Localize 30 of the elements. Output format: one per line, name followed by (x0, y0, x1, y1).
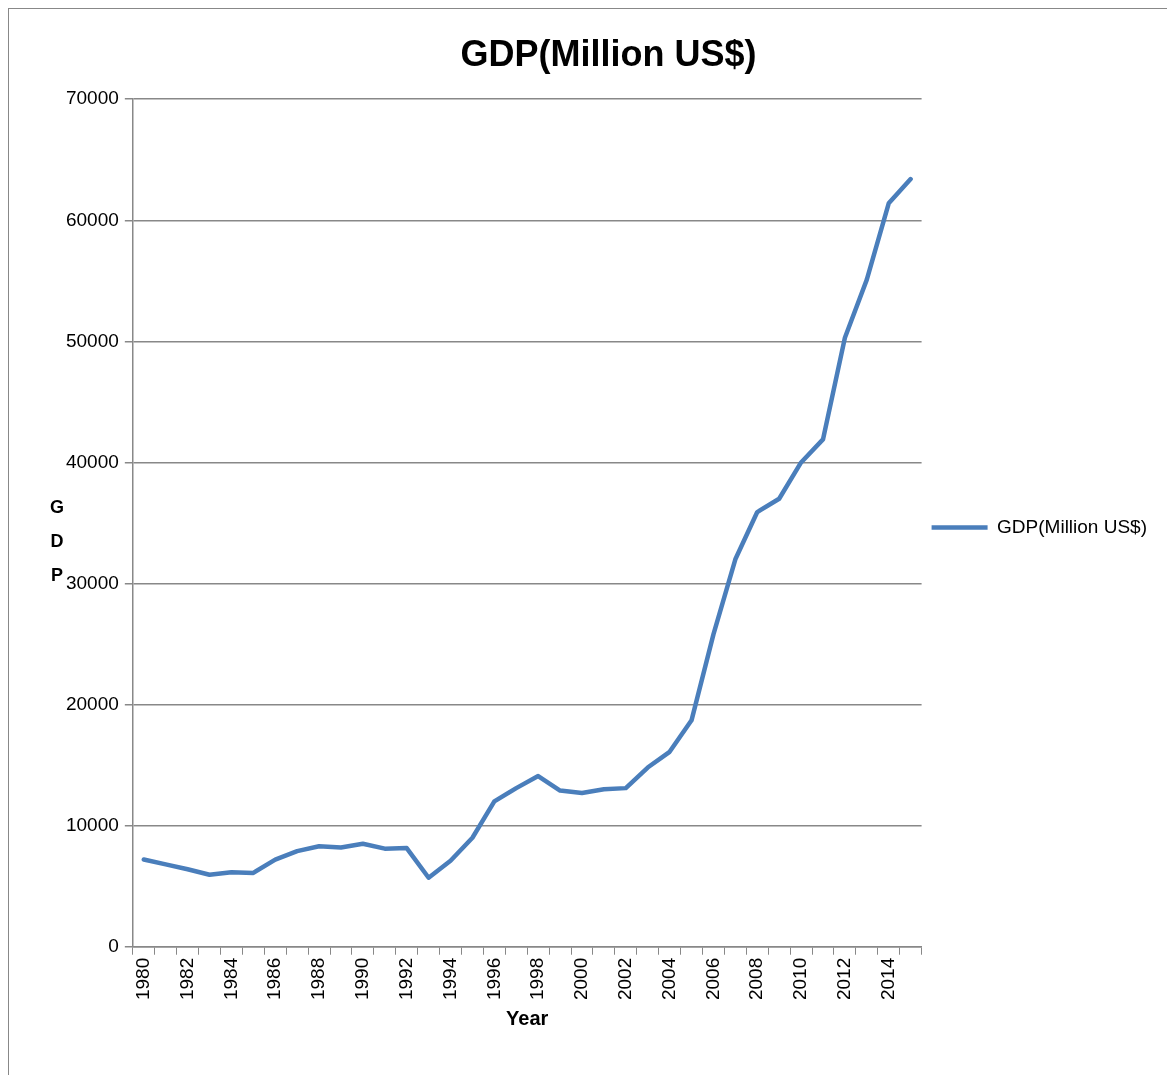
legend-label: GDP(Million US$) (997, 515, 1148, 537)
x-tick-label: 2008 (745, 957, 767, 1001)
x-tick-label: 1998 (526, 957, 548, 1001)
x-tick-label: 2006 (701, 957, 723, 1001)
y-tick-label: 40000 (65, 450, 119, 472)
x-tick-label: 1980 (132, 957, 154, 1001)
x-tick-label: 1982 (175, 957, 197, 1001)
x-tick-label: 2000 (570, 957, 592, 1001)
x-tick-label: 1984 (219, 957, 241, 1001)
x-tick-label: 2012 (833, 957, 855, 1001)
x-tick-label: 2002 (614, 957, 636, 1001)
y-tick-label: 50000 (65, 329, 119, 351)
y-tick-label: 0 (108, 934, 119, 956)
y-tick-label: 30000 (65, 571, 119, 593)
x-tick-label: 1996 (482, 957, 504, 1001)
x-tick-label: 1992 (394, 957, 416, 1001)
x-tick-label: 1990 (351, 957, 373, 1001)
y-tick-label: 20000 (65, 692, 119, 714)
y-tick-label: 60000 (65, 208, 119, 230)
x-tick-label: 2004 (657, 957, 679, 1001)
y-tick-label: 10000 (65, 813, 119, 835)
x-axis-title: Year (506, 1006, 549, 1029)
chart-title: GDP(Million US$) (460, 32, 757, 74)
x-tick-label: 1994 (438, 957, 460, 1001)
x-tick-label: 2014 (876, 957, 898, 1001)
y-axis-title: GDP (50, 496, 65, 587)
x-tick-label: 1986 (263, 957, 285, 1001)
x-tick-label: 1988 (307, 957, 329, 1001)
x-tick-label: 2010 (789, 957, 811, 1001)
y-tick-label: 70000 (65, 87, 119, 109)
